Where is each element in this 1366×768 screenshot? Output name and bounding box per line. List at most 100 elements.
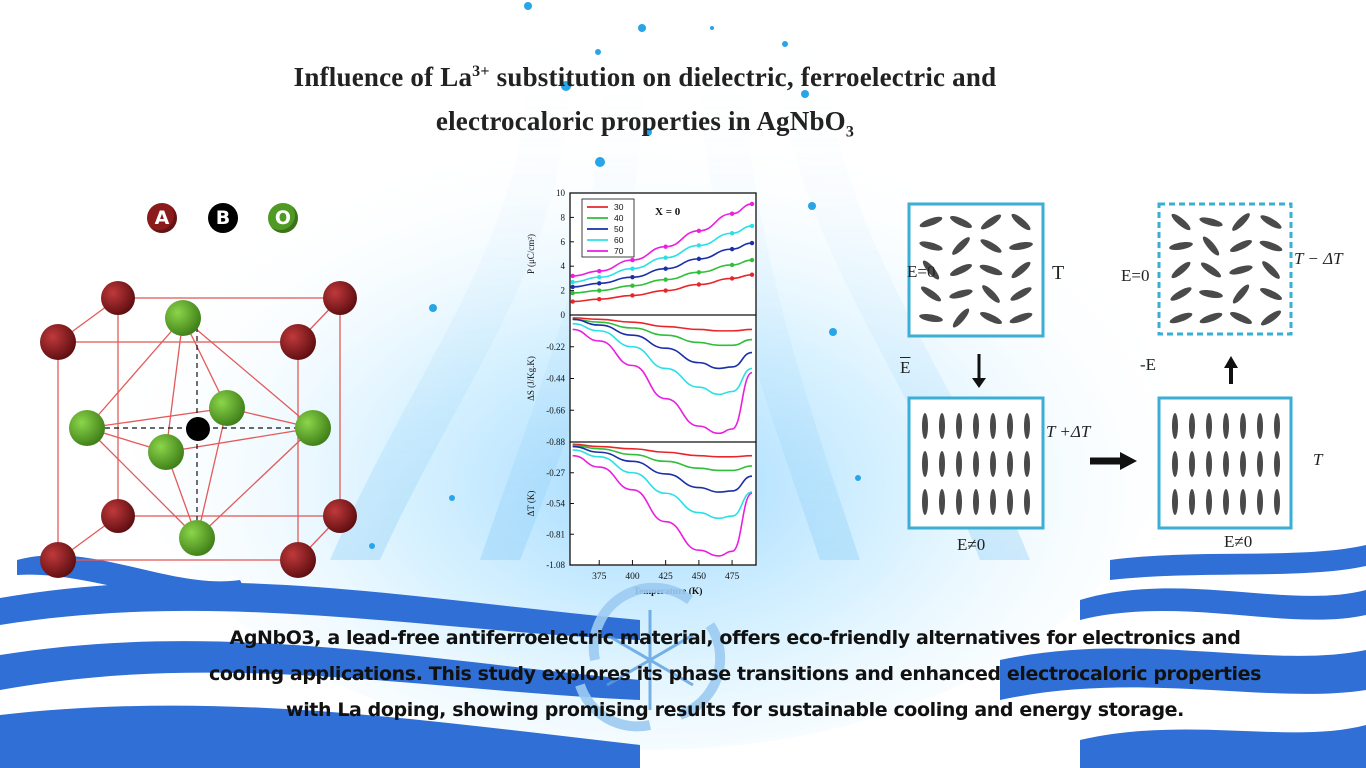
a-site-letter: A (154, 207, 170, 229)
series-point-70 (570, 273, 575, 279)
y-tick-label: -0.54 (546, 499, 565, 509)
legend-label-50: 50 (614, 224, 624, 234)
random-dipole (950, 216, 972, 228)
x-tick-label: 450 (692, 572, 707, 582)
series-point-50 (663, 266, 668, 271)
series-point-50 (696, 256, 702, 262)
series-point-70 (663, 244, 668, 249)
random-dipole (1199, 289, 1223, 299)
title-line-2-text: electrocaloric properties in AgNbO (435, 106, 846, 136)
y-tick-label: 4 (561, 261, 566, 271)
remove-field-label: -E (1140, 355, 1157, 374)
b-site-badge: B (208, 203, 238, 233)
random-dipole (919, 216, 943, 228)
random-dipole (1171, 213, 1191, 231)
x-tick-label: 475 (725, 572, 740, 582)
summary-line-3: with La doping, showing promising result… (286, 699, 1184, 721)
y-tick-label: -1.08 (546, 560, 565, 570)
random-dipole (919, 241, 943, 251)
random-dipole (1260, 310, 1282, 326)
random-dipole (1262, 261, 1280, 279)
legend-label-70: 70 (614, 246, 624, 256)
random-dipole (1169, 312, 1193, 324)
series-line-70 (572, 454, 753, 557)
apply-field-label: E (900, 358, 911, 377)
aligned-dipole (990, 413, 996, 439)
y-tick-label: 8 (561, 212, 566, 222)
series-point-40 (749, 257, 755, 263)
y-tick-label: -0.88 (546, 437, 565, 447)
random-dipole (952, 237, 970, 255)
title-superscript: 3+ (472, 63, 490, 80)
title-prefix: Influence of La (293, 62, 473, 92)
aligned-dipole (956, 451, 962, 477)
x-tick-label: 425 (659, 572, 674, 582)
title-subscript: 3 (845, 123, 855, 141)
aligned-dipole (990, 489, 996, 515)
aligned-dipole (1024, 489, 1030, 515)
aligned-dipole (956, 489, 962, 515)
summary-line-1: AgNbO3, a lead-free antiferroelectric ma… (229, 627, 1241, 649)
series-line-60 (572, 449, 753, 520)
series-point-30 (749, 272, 755, 277)
perovskite-structure-diagram (40, 281, 357, 578)
y-tick-label: 2 (561, 286, 566, 296)
random-dipole (919, 313, 943, 323)
series-point-40 (663, 277, 668, 282)
random-dipole (1200, 262, 1222, 278)
series-point-60 (597, 274, 602, 280)
cycle-arrows (972, 354, 1238, 470)
y-axis-label: P (μC/cm²) (526, 234, 536, 274)
aligned-dipole (1206, 489, 1212, 515)
series-line-60 (572, 322, 753, 396)
series-point-60 (749, 223, 755, 229)
series-point-50 (729, 246, 735, 252)
series-point-60 (729, 231, 735, 236)
aligned-dipole (1189, 451, 1195, 477)
aligned-dipole (1274, 451, 1280, 477)
random-dipole (920, 286, 942, 302)
aligned-dipole (1240, 413, 1246, 439)
series-point-50 (597, 281, 602, 286)
bubble-dots (369, 2, 861, 549)
random-dipole (1199, 217, 1223, 227)
series-point-70 (696, 228, 702, 234)
state1-temp-label: T (1052, 262, 1065, 284)
random-dipole (1199, 312, 1223, 324)
series-point-30 (696, 282, 702, 287)
random-dipole (1230, 240, 1252, 252)
state3-temp-label: T (1313, 450, 1323, 469)
state4-field-label: E=0 (1121, 266, 1150, 285)
series-line-40 (572, 318, 753, 347)
random-dipole (952, 308, 970, 328)
aligned-dipole (1007, 451, 1013, 477)
aligned-dipole (922, 489, 928, 515)
aligned-dipole (1223, 413, 1229, 439)
aligned-dipole (1172, 451, 1178, 477)
series-point-40 (570, 290, 575, 296)
series-point-50 (570, 284, 575, 290)
series-point-30 (663, 288, 668, 293)
random-dipole (980, 239, 1002, 253)
page-title-line-2: electrocaloric properties in AgNbO3 (0, 106, 1290, 141)
random-dipole (1009, 241, 1033, 251)
random-dipole (1010, 287, 1032, 301)
y-tick-label: 0 (561, 310, 566, 320)
random-dipole (1011, 261, 1031, 279)
aligned-dipole (1024, 413, 1030, 439)
aligned-dipole (1240, 489, 1246, 515)
aligned-dipole (1206, 451, 1212, 477)
aligned-dipole (1189, 489, 1195, 515)
random-dipole (1259, 240, 1283, 252)
aligned-dipole (990, 451, 996, 477)
aligned-dipole (1172, 489, 1178, 515)
series-point-50 (630, 274, 635, 280)
random-dipole (1170, 287, 1192, 301)
y-tick-label: -0.81 (546, 529, 565, 539)
b-site-letter: B (215, 207, 231, 229)
legend-label-60: 60 (614, 235, 624, 245)
o-site-badge: O (268, 203, 298, 233)
legend-box (581, 198, 635, 258)
state4-temp-label: T − ΔT (1294, 249, 1343, 268)
